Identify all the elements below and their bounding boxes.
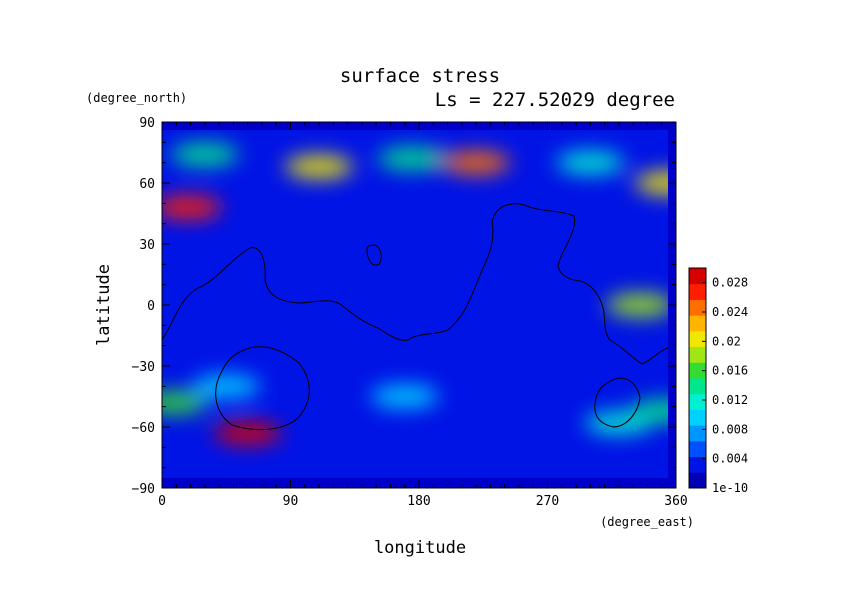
- colorbar-swatch: [689, 440, 706, 458]
- contour-south-west: [215, 346, 310, 431]
- colorbar-label: 0.004: [712, 452, 748, 466]
- colorbar-label: 0.016: [712, 364, 748, 378]
- field-feature: [556, 150, 625, 175]
- y-tick-label: 30: [139, 238, 155, 253]
- y-tick-label: 0: [147, 299, 155, 314]
- field-feature: [213, 421, 282, 446]
- field-feature: [162, 195, 222, 220]
- field-feature: [630, 398, 668, 423]
- colorbar-frame: [688, 267, 707, 489]
- field-feature: [162, 390, 208, 415]
- colorbar-swatch: [689, 283, 706, 300]
- y-unit-label: (degree_north): [86, 91, 187, 105]
- colorbar-swatch: [689, 299, 706, 316]
- field-feature: [192, 374, 261, 399]
- colorbar-label: 1e-10: [712, 481, 748, 495]
- axes: 0 90 180 270 360 90 60 30 0 −30 −60 −90: [132, 116, 688, 509]
- colorbar-swatch: [689, 362, 706, 379]
- field-feature: [634, 171, 668, 195]
- colorbar-swatch: [689, 393, 706, 410]
- field-background: [162, 130, 668, 478]
- colorbar-label: 0.02: [712, 334, 741, 348]
- colorbar-swatch: [689, 472, 706, 489]
- field-feature: [370, 384, 439, 409]
- x-tick-label: 90: [283, 494, 299, 509]
- x-unit-label: (degree_east): [600, 515, 694, 529]
- y-tick-label: −30: [132, 360, 155, 375]
- colorbar-swatch: [689, 330, 706, 348]
- contour-small-north: [366, 244, 382, 266]
- y-tick-label: 60: [139, 177, 155, 192]
- field-feature: [442, 150, 511, 175]
- y-tick-label: −60: [132, 421, 155, 436]
- colorbar-swatch: [689, 315, 706, 332]
- colorbar-swatch: [689, 409, 706, 426]
- x-tick-label: 180: [407, 494, 430, 509]
- colorbar-swatch: [689, 425, 706, 442]
- colorbar-swatch: [689, 268, 706, 285]
- topography-contours: [161, 203, 669, 431]
- field-features: [162, 142, 668, 446]
- x-axis-label: longitude: [374, 538, 466, 558]
- field-feature: [170, 142, 239, 167]
- colorbar-label: 0.012: [712, 393, 748, 407]
- colorbar-label: 0.028: [712, 276, 748, 290]
- y-axis-label: latitude: [94, 264, 114, 346]
- colorbar-swatch: [689, 378, 706, 395]
- x-tick-label: 270: [536, 494, 559, 509]
- x-tick-label: 360: [664, 494, 687, 509]
- colorbar-swatch: [689, 456, 706, 473]
- colorbar-label: 0.008: [712, 422, 748, 436]
- colorbar-label: 0.024: [712, 305, 748, 319]
- y-tick-label: −90: [132, 482, 155, 497]
- y-tick-label: 90: [139, 116, 155, 131]
- contour-main: [161, 203, 669, 365]
- colorbar: 0.028 0.024 0.02 0.016 0.012 0.008 0.004 1e-10: [688, 267, 748, 495]
- colorbar-swatch: [689, 346, 706, 363]
- field-feature: [285, 154, 354, 179]
- field-feature: [377, 146, 446, 171]
- stress-field: [162, 130, 668, 478]
- chart-title: surface stress: [340, 65, 500, 87]
- field-feature: [606, 293, 668, 317]
- chart-subtitle: Ls = 227.52029 degree: [435, 89, 675, 111]
- x-tick-label: 0: [158, 494, 166, 509]
- contour-south-east: [594, 377, 641, 428]
